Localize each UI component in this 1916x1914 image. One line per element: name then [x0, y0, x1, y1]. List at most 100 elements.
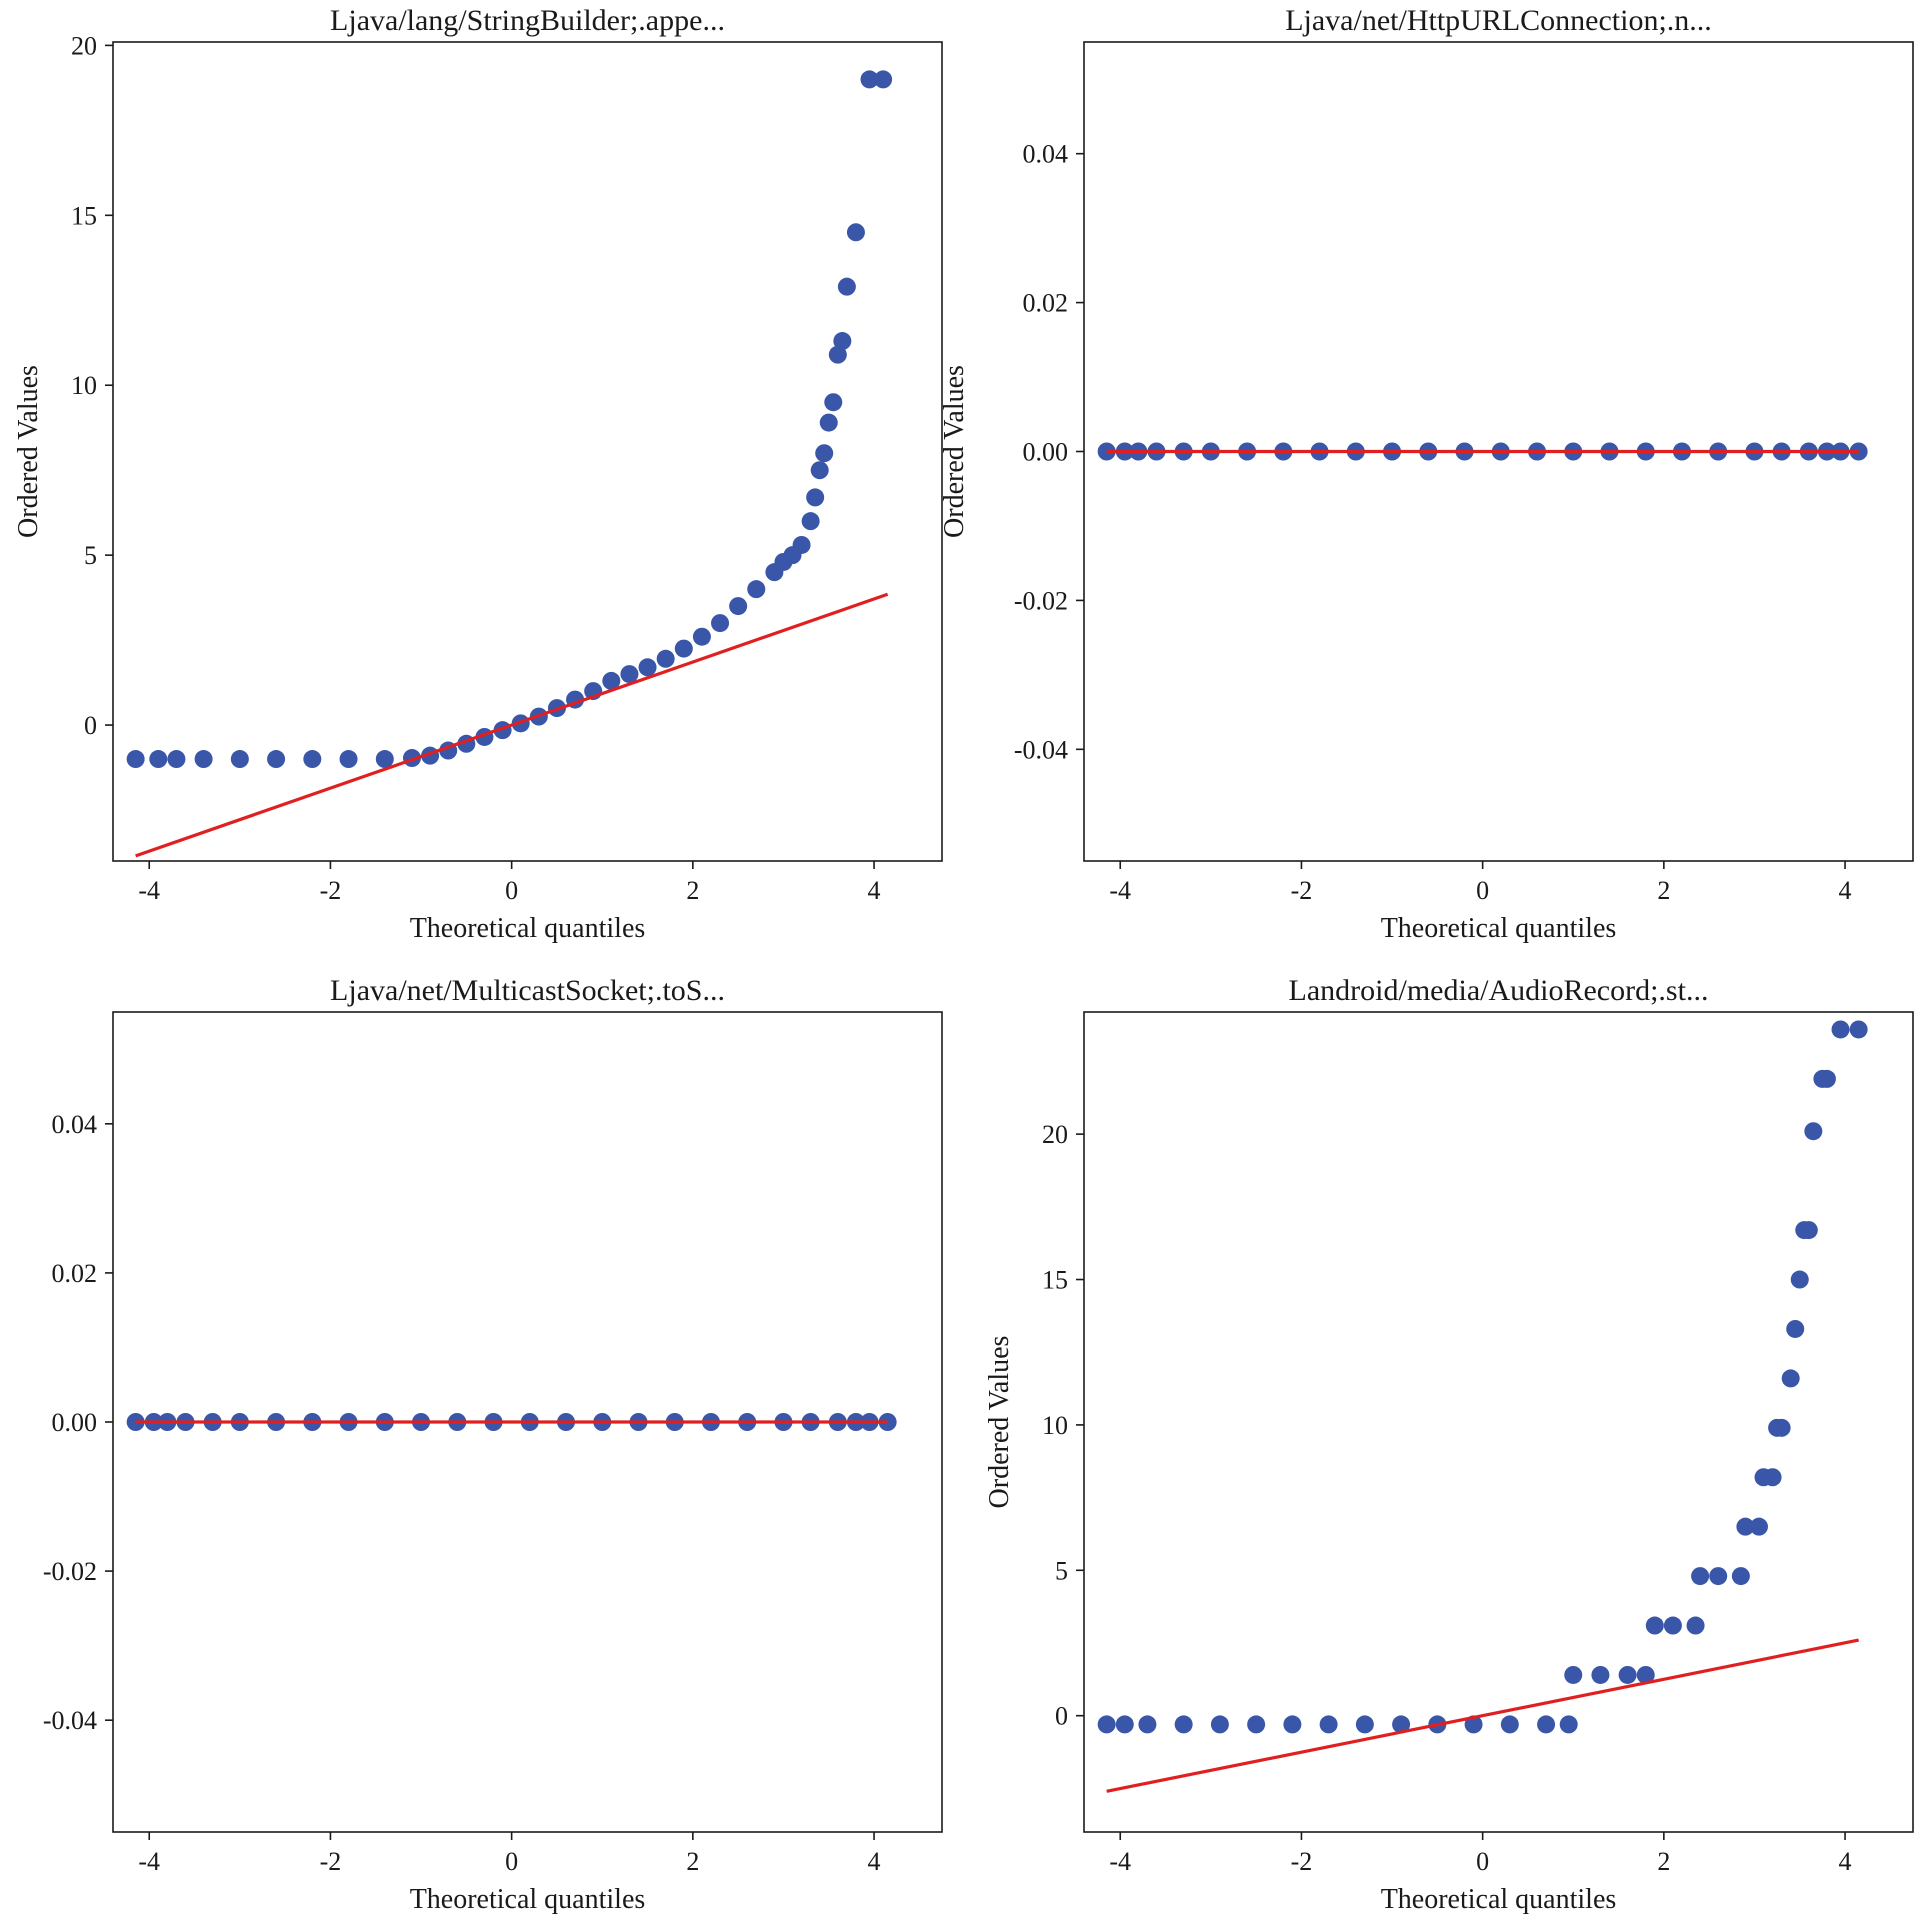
- y-tick-label: 0.02: [1023, 289, 1069, 318]
- x-axis-label: Theoretical quantiles: [410, 913, 646, 944]
- data-point: [167, 750, 186, 769]
- data-point: [638, 658, 657, 677]
- data-point: [833, 332, 852, 351]
- data-point: [375, 750, 394, 769]
- data-point: [674, 639, 693, 658]
- x-axis-label: Theoretical quantiles: [1381, 913, 1617, 944]
- data-point: [1618, 1665, 1637, 1684]
- data-point: [815, 444, 834, 463]
- data-point: [1686, 1616, 1705, 1635]
- data-point: [1749, 1517, 1768, 1536]
- x-tick-label: -2: [320, 1847, 342, 1876]
- x-tick-label: 2: [1657, 876, 1670, 905]
- fit-line: [1106, 1638, 1859, 1793]
- x-tick-label: 2: [1657, 1847, 1670, 1876]
- y-tick-label: 10: [71, 371, 97, 400]
- data-point: [729, 597, 748, 616]
- data-point: [194, 750, 213, 769]
- x-tick-label: 0: [505, 1847, 518, 1876]
- qq-panel-4: -4 -2 0 2 4 0 5 10 15 20 Landroid/media/AudioRecor…: [984, 974, 1914, 1914]
- x-tick-label: 4: [868, 876, 881, 905]
- x-axis-label: Theoretical quantiles: [1381, 1884, 1617, 1914]
- data-point: [1559, 1715, 1578, 1734]
- y-axis-label: Ordered Values: [984, 1336, 1015, 1509]
- scatter-series: [1097, 1020, 1868, 1734]
- x-tick-label: -2: [1291, 1847, 1313, 1876]
- data-point: [810, 461, 829, 480]
- data-point: [1781, 1369, 1800, 1388]
- data-point: [878, 1413, 897, 1431]
- data-point: [1763, 1468, 1782, 1487]
- x-tick-label: -4: [1109, 876, 1131, 905]
- y-tick-label: -0.04: [43, 1706, 97, 1735]
- data-point: [1849, 442, 1868, 461]
- data-point: [1817, 1069, 1836, 1088]
- x-tick-label: -4: [1109, 1847, 1131, 1876]
- data-point: [846, 223, 865, 242]
- data-point: [711, 614, 730, 633]
- data-point: [1355, 1715, 1374, 1734]
- x-tick-label: 0: [1476, 1847, 1489, 1876]
- y-tick-label: 15: [71, 201, 97, 230]
- data-point: [339, 750, 358, 769]
- axes-frame: [112, 41, 943, 862]
- data-point: [126, 750, 145, 769]
- y-tick-label: 0.00: [52, 1408, 98, 1437]
- data-point: [747, 580, 766, 599]
- data-point: [828, 345, 847, 364]
- y-tick-label: 0.00: [1023, 438, 1069, 467]
- scatter-series: [126, 70, 893, 769]
- y-tick-label: 0.04: [52, 1110, 98, 1139]
- x-tick-label: 4: [1839, 876, 1852, 905]
- data-point: [1210, 1715, 1229, 1734]
- data-point: [1636, 1665, 1655, 1684]
- y-tick-label: 0: [84, 711, 97, 740]
- x-tick-label: 4: [868, 1847, 881, 1876]
- y-tick-label: 5: [84, 541, 97, 570]
- data-point: [230, 750, 249, 769]
- y-tick-label: 10: [1042, 1411, 1068, 1440]
- data-point: [656, 649, 675, 668]
- y-tick-label: 0: [1055, 1702, 1068, 1731]
- data-point: [303, 750, 322, 769]
- data-point: [1772, 1418, 1791, 1437]
- y-tick-label: 0.04: [1023, 140, 1069, 169]
- panel-title: Ljava/lang/StringBuilder;.appe...: [330, 4, 725, 37]
- y-tick-label: -0.02: [1014, 586, 1068, 615]
- y-tick-label: 20: [71, 31, 97, 60]
- x-tick-label: 0: [1476, 876, 1489, 905]
- data-point: [1564, 1665, 1583, 1684]
- data-point: [1247, 1715, 1266, 1734]
- x-tick-label: -2: [320, 876, 342, 905]
- data-point: [837, 277, 856, 296]
- data-point: [819, 413, 838, 432]
- x-tick-label: 4: [1839, 1847, 1852, 1876]
- data-point: [1709, 1567, 1728, 1586]
- data-point: [1736, 1517, 1755, 1536]
- y-tick-label: 5: [1055, 1556, 1068, 1585]
- data-point: [1115, 1715, 1134, 1734]
- data-point: [792, 535, 811, 554]
- data-point: [267, 750, 286, 769]
- data-point: [806, 488, 825, 507]
- data-point: [692, 627, 711, 646]
- data-point: [874, 70, 893, 89]
- y-tick-label: -0.04: [1014, 735, 1068, 764]
- data-point: [1790, 1270, 1809, 1289]
- data-point: [1283, 1715, 1302, 1734]
- data-point: [149, 750, 168, 769]
- qq-panel-3: -4 -2 0 2 4 -0.04 -0.02 0.00 0.02 0.04 Ljava/net/M…: [43, 974, 943, 1914]
- data-point: [1731, 1567, 1750, 1586]
- data-point: [1319, 1715, 1338, 1734]
- data-point: [1174, 1715, 1193, 1734]
- y-axis-label: Ordered Values: [13, 365, 44, 538]
- data-point: [1591, 1665, 1610, 1684]
- x-tick-label: -4: [138, 876, 160, 905]
- y-tick-label: 0.02: [52, 1259, 98, 1288]
- panel-title: Ljava/net/HttpURLConnection;.n...: [1285, 4, 1712, 37]
- x-tick-label: 2: [686, 1847, 699, 1876]
- data-point: [1799, 1221, 1818, 1240]
- data-point: [1500, 1715, 1519, 1734]
- y-tick-label: 15: [1042, 1266, 1068, 1295]
